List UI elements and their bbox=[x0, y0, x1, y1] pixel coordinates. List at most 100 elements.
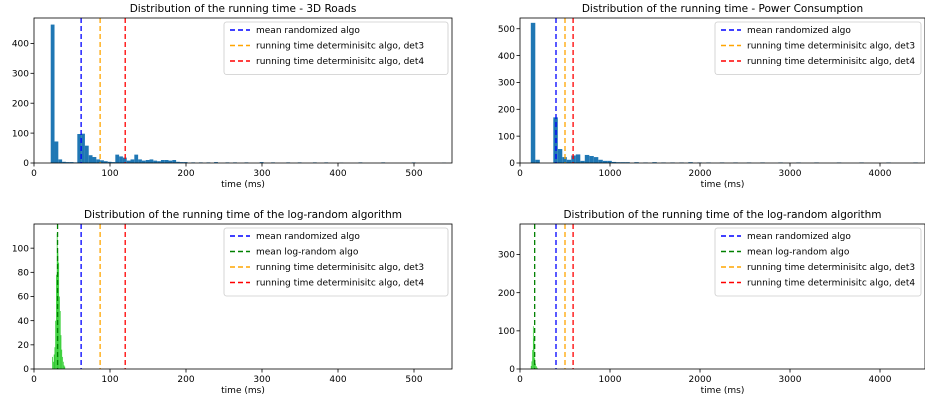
histogram-bar bbox=[688, 162, 693, 163]
histogram-bar bbox=[172, 160, 177, 163]
histogram-bar bbox=[61, 349, 63, 369]
histogram-bar bbox=[164, 160, 169, 163]
histogram-bar bbox=[63, 365, 65, 369]
histogram-bar bbox=[183, 162, 188, 163]
histogram-bar bbox=[531, 361, 533, 369]
x-tick-label: 0 bbox=[31, 169, 37, 179]
histogram-bar bbox=[153, 160, 158, 163]
legend-label: mean log-random algo bbox=[747, 248, 850, 258]
x-tick-label: 0 bbox=[517, 375, 523, 385]
chart-panel-2: Distribution of the running time - Power… bbox=[498, 3, 925, 190]
histogram-bar bbox=[53, 354, 55, 369]
histogram-bar bbox=[53, 361, 54, 369]
axes-frame bbox=[519, 17, 925, 164]
histogram-bar bbox=[88, 155, 93, 163]
histogram-bar bbox=[81, 133, 85, 163]
x-tick-label: 3000 bbox=[779, 375, 802, 385]
x-tick-label: 500 bbox=[405, 375, 422, 385]
histogram-bar bbox=[535, 159, 540, 163]
histogram-bar bbox=[64, 366, 66, 369]
histogram-bar bbox=[58, 262, 60, 369]
histogram-bar bbox=[562, 157, 567, 163]
histogram-bar bbox=[60, 335, 62, 369]
chart-title: Distribution of the running time - 3D Ro… bbox=[130, 3, 357, 15]
histogram-bar bbox=[130, 159, 135, 163]
x-tick-label: 0 bbox=[31, 375, 37, 385]
x-tick-label: 2000 bbox=[689, 169, 712, 179]
legend-label: running time determinisitc algo, det4 bbox=[256, 57, 424, 67]
histogram-bar bbox=[589, 156, 594, 163]
legend: mean randomized algo running time determi… bbox=[714, 21, 922, 75]
chart-title: Distribution of the running time of the … bbox=[84, 209, 402, 221]
histogram-bar bbox=[652, 162, 657, 163]
histogram-bar bbox=[145, 160, 150, 163]
histogram-bar bbox=[62, 361, 64, 369]
histogram-bar bbox=[119, 156, 123, 163]
histogram-bar bbox=[535, 363, 536, 369]
histogram-bar bbox=[168, 160, 173, 163]
y-tick-label: 100 bbox=[12, 244, 29, 254]
legend-label: mean randomized algo bbox=[256, 26, 360, 36]
histogram-bar bbox=[52, 356, 53, 369]
histogram-bar bbox=[535, 365, 537, 369]
histogram-bar bbox=[96, 159, 101, 163]
histogram-bar bbox=[584, 154, 590, 163]
histogram-bar bbox=[134, 154, 139, 163]
x-tick-label: 4000 bbox=[869, 375, 892, 385]
legend-label: running time determinisitc algo, det3 bbox=[747, 263, 915, 273]
x-tick-label: 300 bbox=[253, 375, 270, 385]
chart-panel-4: Distribution of the running time of the … bbox=[498, 209, 925, 396]
legend-label: running time determinisitc algo, det3 bbox=[256, 263, 424, 273]
y-tick-label: 0 bbox=[509, 365, 515, 375]
x-axis-label: time (ms) bbox=[701, 386, 745, 396]
histogram-bar bbox=[530, 22, 536, 163]
histogram-bar bbox=[65, 162, 70, 163]
y-tick-label: 100 bbox=[12, 129, 29, 139]
plot-area bbox=[530, 18, 918, 163]
x-tick-label: 1000 bbox=[599, 169, 622, 179]
histogram-bar bbox=[179, 162, 184, 163]
histogram-bar bbox=[56, 274, 57, 369]
chart-title: Distribution of the running time of the … bbox=[563, 209, 881, 221]
histogram-bar bbox=[611, 161, 617, 163]
histogram-bar bbox=[62, 356, 63, 369]
histogram-bar bbox=[149, 159, 154, 163]
histogram-bar bbox=[566, 159, 572, 163]
histogram-bar bbox=[100, 160, 104, 163]
legend-box bbox=[714, 21, 922, 75]
y-tick-label: 20 bbox=[18, 341, 30, 351]
x-tick-label: 0 bbox=[517, 169, 523, 179]
histogram-bar bbox=[55, 320, 57, 369]
histogram-bar bbox=[259, 162, 264, 163]
histogram-bar bbox=[157, 161, 161, 163]
x-tick-label: 100 bbox=[101, 375, 118, 385]
y-tick-label: 0 bbox=[509, 159, 515, 169]
legend-label: running time determinisitc algo, det4 bbox=[747, 57, 915, 67]
histogram-bar bbox=[77, 134, 82, 163]
legend-label: running time determinisitc algo, det4 bbox=[747, 279, 915, 289]
x-tick-label: 300 bbox=[253, 169, 270, 179]
legend-label: mean randomized algo bbox=[747, 26, 851, 36]
y-tick-label: 200 bbox=[498, 105, 515, 115]
histogram-bar bbox=[571, 155, 576, 163]
legend-label: mean log-random algo bbox=[256, 248, 359, 258]
histogram-bar bbox=[530, 365, 532, 369]
histogram-bar bbox=[536, 367, 538, 369]
x-tick-label: 500 bbox=[405, 169, 422, 179]
histogram-bar bbox=[57, 253, 59, 369]
histogram-bar bbox=[59, 311, 61, 369]
x-tick-label: 3000 bbox=[779, 169, 802, 179]
y-tick-label: 500 bbox=[498, 25, 515, 35]
y-tick-label: 0 bbox=[23, 365, 29, 375]
y-tick-label: 0 bbox=[23, 159, 29, 169]
x-axis-label: time (ms) bbox=[221, 180, 265, 190]
histogram-bar bbox=[122, 157, 127, 163]
histogram-bar bbox=[69, 162, 74, 163]
histogram-bar bbox=[56, 233, 58, 369]
histogram-bar bbox=[214, 162, 218, 163]
histogram-bar bbox=[141, 160, 146, 163]
histogram-bar bbox=[103, 161, 108, 163]
histogram-bar bbox=[50, 24, 55, 163]
histogram-bar bbox=[160, 160, 165, 163]
histogram-bar bbox=[115, 154, 120, 163]
